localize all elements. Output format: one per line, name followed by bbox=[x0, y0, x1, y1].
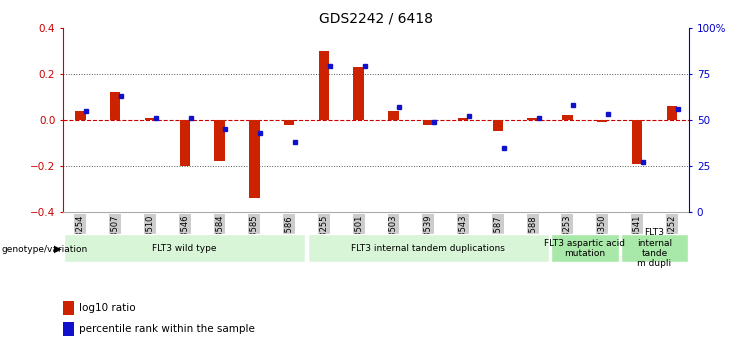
Bar bbox=[319, 51, 329, 120]
Bar bbox=[214, 120, 225, 161]
Bar bbox=[621, 235, 688, 263]
Bar bbox=[284, 120, 294, 125]
Bar bbox=[353, 67, 364, 120]
Bar bbox=[144, 118, 155, 120]
Bar bbox=[110, 92, 120, 120]
Bar bbox=[666, 106, 677, 120]
Bar bbox=[388, 111, 399, 120]
Bar bbox=[423, 120, 433, 125]
Text: genotype/variation: genotype/variation bbox=[1, 245, 87, 254]
Text: FLT3 internal tandem duplications: FLT3 internal tandem duplications bbox=[351, 244, 505, 253]
Text: FLT3
internal
tande
m dupli: FLT3 internal tande m dupli bbox=[637, 228, 672, 268]
Text: percentile rank within the sample: percentile rank within the sample bbox=[79, 324, 254, 334]
Bar bbox=[64, 235, 305, 263]
Bar bbox=[551, 235, 619, 263]
Text: FLT3 aspartic acid
mutation: FLT3 aspartic acid mutation bbox=[545, 239, 625, 258]
Text: log10 ratio: log10 ratio bbox=[79, 303, 135, 313]
Bar bbox=[308, 235, 549, 263]
Title: GDS2242 / 6418: GDS2242 / 6418 bbox=[319, 11, 433, 25]
Bar bbox=[179, 120, 190, 166]
Bar bbox=[75, 111, 86, 120]
Bar bbox=[458, 118, 468, 120]
Text: FLT3 wild type: FLT3 wild type bbox=[153, 244, 217, 253]
Bar bbox=[562, 115, 573, 120]
Bar bbox=[493, 120, 503, 131]
Bar bbox=[632, 120, 642, 164]
Text: ▶: ▶ bbox=[54, 244, 62, 254]
Bar bbox=[249, 120, 259, 198]
Bar bbox=[63, 322, 74, 336]
Bar bbox=[597, 120, 608, 122]
Bar bbox=[528, 118, 538, 120]
Bar bbox=[63, 301, 74, 315]
